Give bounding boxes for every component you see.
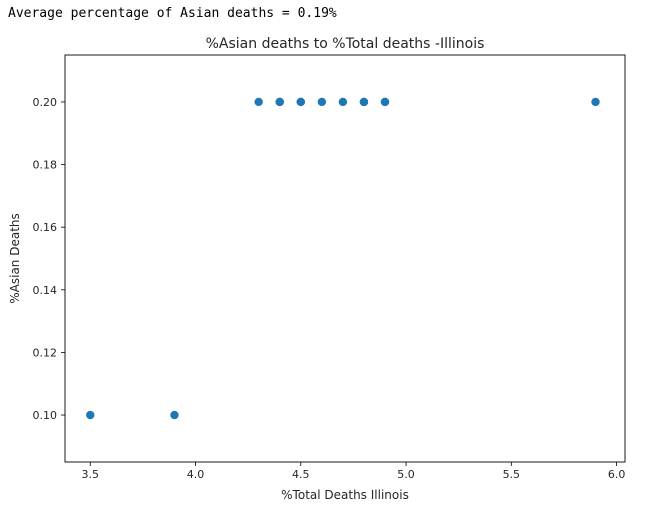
- y-tick-label: 0.10: [33, 409, 58, 422]
- y-tick-label: 0.12: [33, 346, 58, 359]
- scatter-point: [296, 97, 305, 107]
- scatter-point: [591, 97, 600, 107]
- scatter-point: [254, 97, 263, 107]
- scatter-point: [359, 97, 369, 107]
- x-tick-label: 6.0: [608, 468, 626, 481]
- y-axis-label: %Asian Deaths: [8, 213, 22, 304]
- y-tick-label: 0.18: [33, 159, 58, 172]
- chart-title: %Asian deaths to %Total deaths -Illinois: [206, 36, 485, 52]
- x-axis-label: %Total Deaths Illinois: [281, 488, 409, 502]
- scatter-point: [338, 97, 348, 107]
- x-tick-label: 4.5: [292, 468, 310, 481]
- plot-frame: [64, 54, 626, 463]
- scatter-point: [380, 97, 390, 107]
- scatter-point: [86, 410, 95, 420]
- scatter-point: [170, 410, 179, 420]
- scatter-point: [275, 97, 284, 107]
- x-tick-label: 4.0: [187, 468, 205, 481]
- axis-ticks: 3.5 4.0 4.5 5.0 5.5 6.0 0.10 0.12 0.14 0.16 0.18 0.…: [33, 96, 626, 481]
- output-text: Average percentage of Asian deaths = 0.1…: [8, 6, 337, 21]
- data-points: [86, 97, 600, 420]
- y-tick-label: 0.20: [33, 96, 58, 109]
- y-tick-label: 0.16: [33, 221, 58, 234]
- y-tick-label: 0.14: [33, 284, 58, 297]
- x-tick-label: 5.5: [503, 468, 521, 481]
- x-tick-label: 3.5: [82, 468, 100, 481]
- x-tick-label: 5.0: [397, 468, 415, 481]
- scatter-point: [317, 97, 327, 107]
